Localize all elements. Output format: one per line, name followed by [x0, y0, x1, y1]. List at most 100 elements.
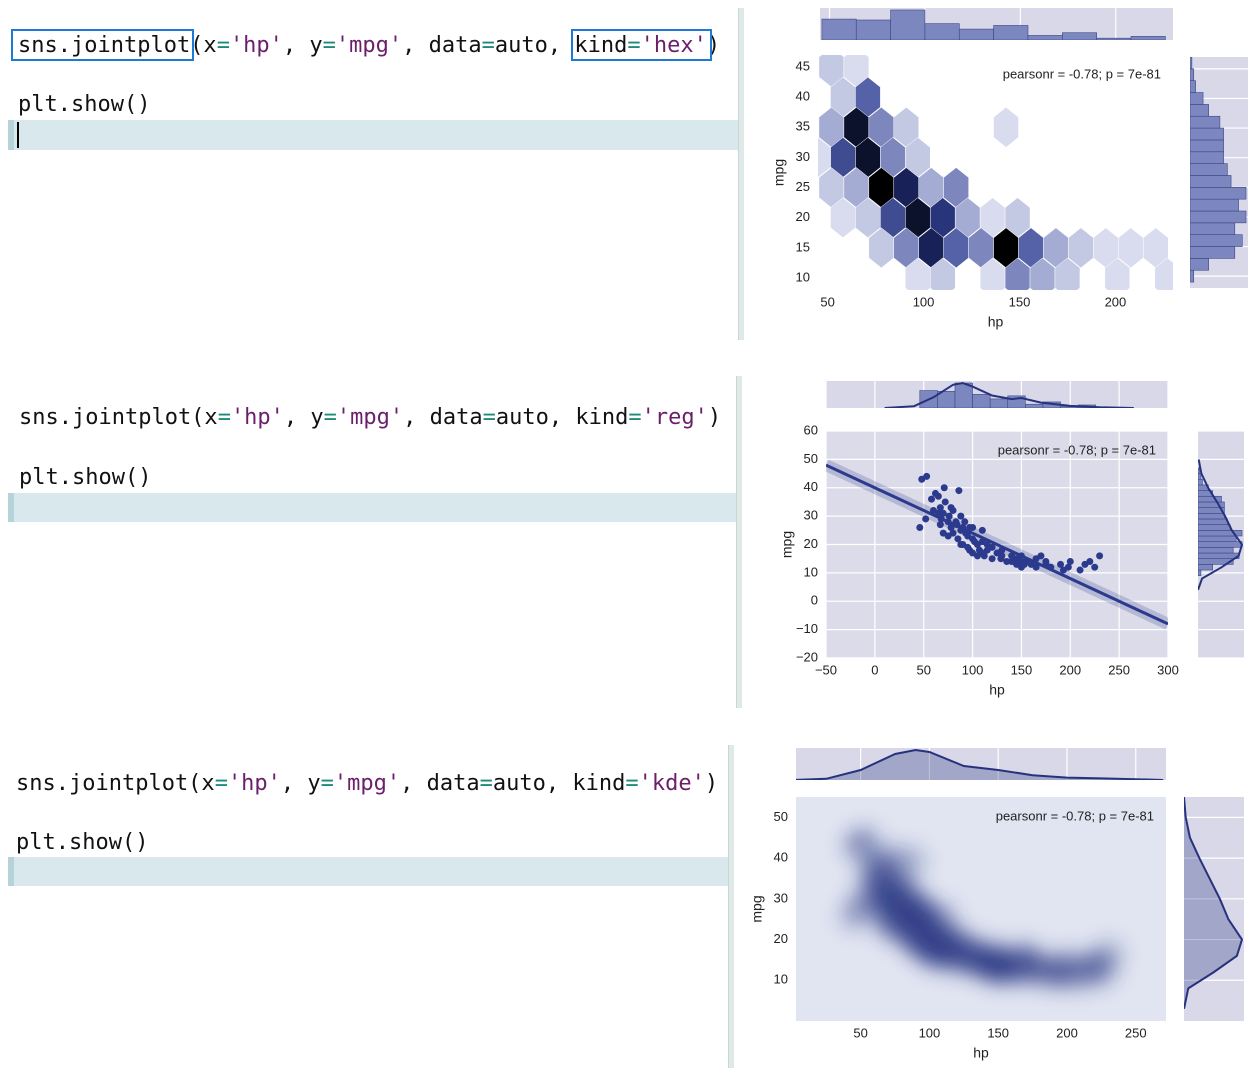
marginal-kde-line	[1184, 797, 1244, 1009]
input-band[interactable]	[8, 493, 736, 522]
y-tick-label: 40	[774, 850, 788, 865]
scatter-point	[936, 521, 944, 529]
marginal-bar	[1198, 552, 1240, 559]
marginal-bar	[890, 9, 926, 40]
scatter-point	[1091, 563, 1099, 571]
annotation: pearsonr = -0.78; p = 7e-81	[998, 442, 1156, 457]
hexbin-cell	[993, 106, 1019, 148]
marginal-bar	[1190, 175, 1232, 188]
marginal-bar	[1190, 57, 1193, 70]
scatter-point	[949, 506, 957, 514]
scatter-point	[980, 552, 988, 560]
marginal-bar	[1190, 222, 1236, 235]
cell-separator	[728, 745, 734, 1068]
scatter-point	[941, 498, 949, 506]
scatter-point	[969, 523, 977, 531]
scatter-point	[978, 526, 986, 534]
marginal-bar	[1198, 478, 1203, 486]
y-tick-label: 10	[804, 564, 818, 579]
x-tick-label: 200	[1105, 294, 1127, 309]
code-line[interactable]: sns.jointplot(x='hp', y='mpg', data=auto…	[18, 33, 721, 58]
marginal-bar	[1190, 163, 1228, 176]
scatter-point	[947, 523, 955, 531]
marginal-bar	[1198, 473, 1202, 480]
marginal-bar	[1190, 127, 1224, 141]
marginal-kde-area	[1184, 797, 1242, 1009]
y-axis-label: mpg	[749, 895, 765, 922]
x-tick-label: −50	[815, 662, 837, 677]
code-line[interactable]: plt.show()	[18, 92, 151, 117]
marginal-kde-line	[884, 381, 1134, 408]
marginal-x	[821, 8, 1166, 40]
marginal-bar	[1190, 258, 1209, 271]
scatter-point	[940, 484, 948, 492]
plot-marks	[818, 55, 1173, 290]
marginal-bar	[1190, 234, 1243, 247]
scatter-point	[922, 515, 930, 523]
y-tick-label: 10	[796, 269, 810, 284]
marginal-bar	[1198, 564, 1213, 571]
jointplot: 50 100 150 200 10 15 20 25 30 35 40 45 hp mpg pearsonr…	[771, 8, 1248, 330]
marginal-bar	[1190, 187, 1247, 200]
highlight-box	[11, 29, 194, 61]
y-tick-label: 25	[796, 179, 810, 194]
code-line[interactable]: plt.show()	[16, 830, 149, 855]
x-tick-label: 50	[916, 662, 930, 677]
kde-kernel	[1092, 939, 1125, 972]
marginal-bar	[1190, 115, 1221, 129]
y-tick-label: 50	[774, 809, 788, 824]
y-tick-label: 15	[796, 239, 810, 254]
marginal-bar	[1190, 92, 1204, 105]
hexbin-cell	[1054, 257, 1081, 290]
input-band[interactable]	[8, 857, 728, 886]
kde-kernel	[848, 825, 881, 858]
marginal-bar	[989, 398, 1009, 408]
marginal-bar	[1190, 68, 1195, 81]
y-tick-label: 45	[796, 58, 810, 73]
code-line[interactable]: plt.show()	[19, 465, 152, 490]
x-tick-label: 250	[1108, 662, 1130, 677]
marginal-bar	[1062, 32, 1097, 40]
x-tick-label: 250	[1125, 1025, 1147, 1040]
jointplot: −50 0 50 100 150 200 250 300 −20 −10 0 10 20 30 40 50 60…	[779, 381, 1244, 698]
jointplot: 50 100 150 200 250 10 20 30 40 50 hp mpg pearsonr = …	[749, 748, 1244, 1061]
marginal-bar	[972, 394, 991, 408]
x-tick-label: 200	[1056, 1025, 1078, 1040]
scatter-point	[949, 529, 957, 537]
x-tick-label: 200	[1059, 662, 1081, 677]
marginal-bar	[1027, 35, 1063, 40]
marginal-bar	[1198, 535, 1237, 542]
scatter-point	[957, 512, 965, 520]
y-tick-label: 30	[796, 149, 810, 164]
scatter-point	[988, 543, 996, 551]
code-line[interactable]: sns.jointplot(x='hp', y='mpg', data=auto…	[19, 405, 722, 430]
marginal-bar	[1130, 36, 1166, 40]
y-tick-label: 20	[796, 209, 810, 224]
y-tick-label: 20	[774, 931, 788, 946]
scatter-point	[916, 523, 924, 531]
marginal-bar	[1198, 512, 1225, 520]
scatter-point	[1076, 566, 1084, 574]
marginal-bar	[855, 19, 891, 40]
scatter-point	[1064, 563, 1072, 571]
code-line[interactable]: sns.jointplot(x='hp', y='mpg', data=auto…	[16, 771, 719, 796]
scatter-point	[1086, 558, 1094, 566]
marginal-kde-line	[1198, 459, 1244, 591]
scatter-point	[1042, 558, 1050, 566]
y-tick-label: 30	[774, 890, 788, 905]
marginal-x-area	[796, 748, 1166, 780]
y-axis-label: mpg	[771, 159, 787, 186]
marginal-bar	[1190, 80, 1196, 93]
scatter-point	[1096, 552, 1104, 560]
marginal-bar	[1190, 269, 1195, 283]
y-tick-label: 10	[774, 972, 788, 987]
x-axis-label: hp	[973, 1045, 989, 1061]
marginal-bar	[1190, 210, 1247, 224]
marginal-bar	[1190, 246, 1236, 259]
marginal-x	[826, 381, 1168, 408]
x-axis-label: hp	[988, 314, 1004, 330]
marginal-kde-line	[796, 748, 1164, 780]
input-band[interactable]	[8, 120, 738, 150]
x-tick-label: 150	[1009, 294, 1031, 309]
marginal-bar	[1096, 37, 1132, 40]
